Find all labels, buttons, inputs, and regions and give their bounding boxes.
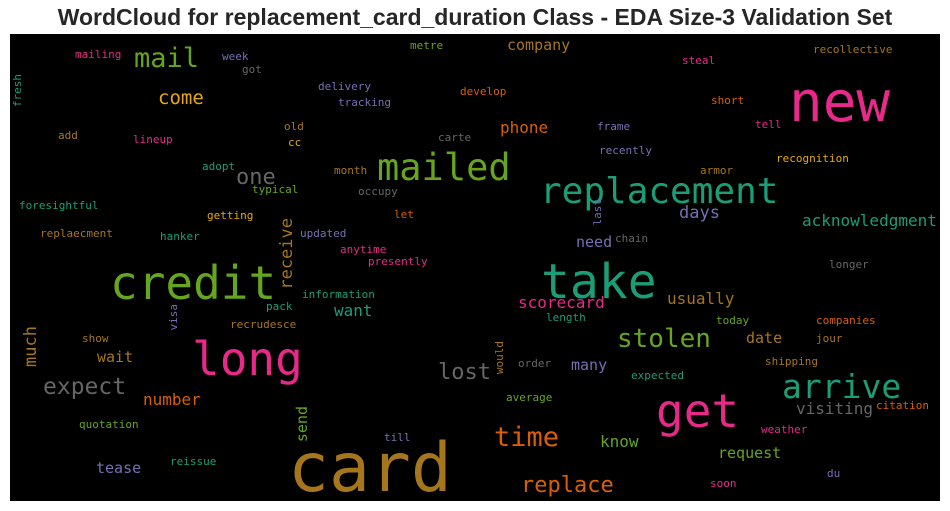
word-would: would — [493, 341, 506, 375]
word-updated: updated — [300, 227, 347, 240]
word-expected: expected — [631, 369, 684, 382]
word-companies: companies — [816, 314, 876, 327]
word-hanker: hanker — [160, 230, 200, 243]
word-mail: mail — [134, 43, 200, 74]
word-replace: replace — [521, 473, 614, 498]
word-lineup: lineup — [133, 133, 173, 146]
word-foresightful: foresightful — [19, 199, 99, 212]
word-take: take — [541, 254, 657, 310]
word-citation: citation — [876, 399, 929, 412]
word-longer: longer — [829, 258, 869, 271]
word-chain: chain — [615, 232, 649, 245]
word-visa: visa — [167, 304, 180, 331]
word-order: order — [518, 357, 552, 370]
word-recollective: recollective — [813, 43, 893, 56]
word-long: long — [192, 332, 303, 386]
word-weather: weather — [761, 423, 808, 436]
word-typical: typical — [252, 183, 299, 196]
figure-title: WordCloud for replacement_card_duration … — [57, 4, 893, 30]
word-occupy: occupy — [358, 185, 398, 198]
word-phone: phone — [500, 118, 549, 137]
word-information: information — [302, 288, 375, 301]
word-new: new — [789, 70, 891, 135]
word-mailed: mailed — [377, 146, 511, 189]
word-credit: credit — [110, 256, 277, 310]
word-today: today — [716, 314, 750, 327]
word-getting: getting — [207, 209, 254, 222]
word-company: company — [507, 36, 571, 54]
word-last: last — [591, 199, 604, 226]
word-week: week — [222, 50, 249, 63]
word-usually: usually — [667, 289, 735, 308]
word-add: add — [58, 129, 78, 142]
word-tease: tease — [96, 459, 142, 477]
word-need: need — [576, 233, 613, 251]
word-wait: wait — [97, 348, 134, 366]
word-number: number — [143, 390, 201, 409]
word-visiting: visiting — [796, 399, 874, 418]
word-recently: recently — [599, 144, 652, 157]
word-short: short — [711, 94, 745, 107]
word-anytime: anytime — [340, 243, 387, 256]
word-receive: receive — [277, 218, 297, 290]
word-reissue: reissue — [170, 455, 217, 468]
word-till: till — [384, 431, 411, 444]
word-replaecment: replaecment — [40, 227, 113, 240]
word-month: month — [334, 164, 368, 177]
word-card: card — [288, 429, 452, 502]
word-cc: cc — [288, 136, 302, 149]
word-stolen: stolen — [617, 324, 711, 354]
word-much: much — [21, 326, 41, 367]
word-know: know — [600, 432, 639, 451]
word-lost: lost — [438, 360, 491, 385]
word-mailing: mailing — [75, 48, 122, 61]
word-many: many — [571, 356, 608, 374]
word-got: got — [242, 63, 262, 76]
word-metre: metre — [410, 39, 444, 52]
word-steal: steal — [682, 54, 716, 67]
word-fresh: fresh — [11, 74, 24, 108]
word-adopt: adopt — [202, 160, 236, 173]
word-du: du — [827, 467, 841, 480]
word-armor: armor — [700, 164, 734, 177]
word-recognition: recognition — [776, 152, 849, 165]
word-expect: expect — [43, 374, 127, 400]
word-delivery: delivery — [318, 80, 371, 93]
word-presently: presently — [368, 255, 428, 268]
word-frame: frame — [597, 120, 631, 133]
word-send: send — [293, 406, 311, 443]
word-date: date — [746, 329, 783, 347]
word-replacement: replacement — [540, 171, 779, 212]
word-want: want — [334, 301, 373, 320]
word-show: show — [82, 332, 109, 345]
word-carte: carte — [438, 131, 472, 144]
word-jour: jour — [816, 332, 843, 345]
word-scorecard: scorecard — [518, 293, 605, 312]
word-develop: develop — [460, 85, 507, 98]
word-one: one — [236, 165, 276, 190]
word-come: come — [158, 87, 204, 109]
word-let: let — [394, 208, 414, 221]
word-arrive: arrive — [782, 367, 902, 406]
word-days: days — [679, 203, 720, 223]
word-average: average — [506, 391, 553, 404]
word-time: time — [494, 422, 560, 453]
word-pack: pack — [266, 300, 293, 313]
word-recrudesce: recrudesce — [230, 318, 297, 331]
word-old: old — [284, 120, 304, 133]
word-request: request — [718, 444, 782, 462]
word-tell: tell — [755, 118, 782, 131]
word-quotation: quotation — [79, 418, 139, 431]
word-soon: soon — [710, 477, 737, 490]
word-shipping: shipping — [765, 355, 818, 368]
word-acknowledgment: acknowledgment — [802, 211, 937, 230]
word-cloud-canvas: card new take credit long replacement mailed ge… — [10, 34, 940, 501]
word-length: length — [546, 311, 586, 324]
word-get: get — [656, 384, 740, 438]
word-tracking: tracking — [338, 96, 391, 109]
